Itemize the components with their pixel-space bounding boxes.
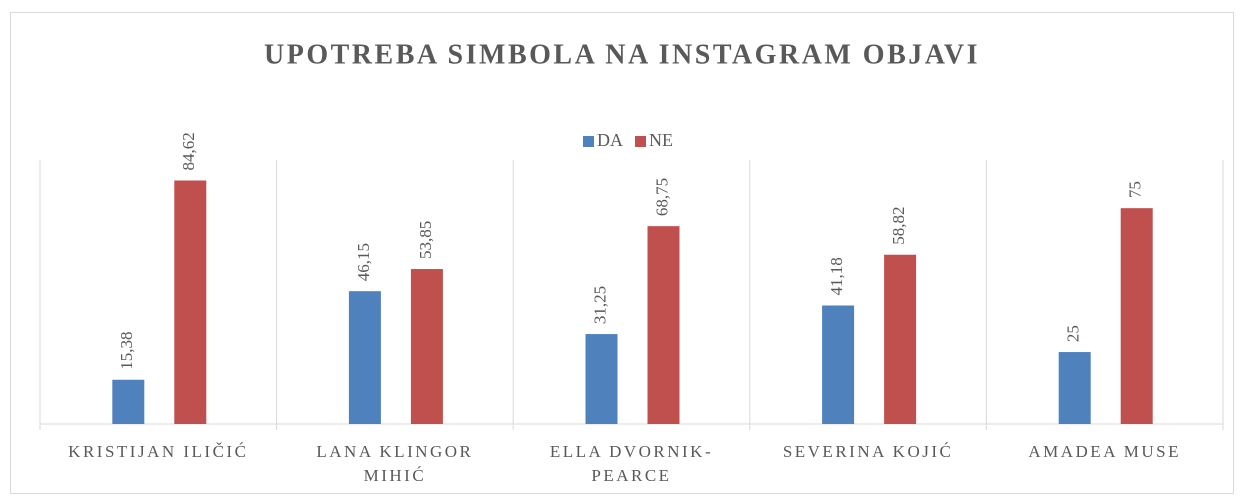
x-tick-label-box: LANA KLINGOR MIHIĆ: [316, 442, 474, 485]
legend-label: DA: [597, 130, 623, 150]
bar: [822, 305, 855, 424]
x-tick-label: AMADEA MUSE: [1028, 442, 1182, 461]
legend-swatch: [635, 136, 646, 147]
bar: [1058, 352, 1091, 424]
data-label: 41,18: [827, 257, 846, 295]
bar: [410, 269, 443, 424]
bar: [585, 334, 618, 424]
x-tick-label-box: SEVERINA KOJIĆ: [782, 442, 954, 461]
x-tick-label-box: ELLA DVORNIK-PEARCE: [549, 442, 714, 485]
chart-border: [10, 12, 1234, 494]
data-label: 15,38: [117, 331, 136, 369]
bar: [884, 254, 917, 424]
x-tick-label: LANA KLINGOR MIHIĆ: [316, 442, 474, 485]
bar: [348, 291, 381, 424]
data-label: 68,75: [652, 178, 671, 216]
bar: [112, 379, 145, 424]
bar: [174, 180, 207, 424]
x-tick-label: SEVERINA KOJIĆ: [782, 442, 954, 461]
data-label: 53,85: [416, 221, 435, 259]
x-tick-label-box: KRISTIJAN ILIČIĆ: [68, 442, 249, 461]
legend-label: NE: [649, 130, 673, 150]
x-tick-label: ELLA DVORNIK-PEARCE: [549, 442, 714, 485]
data-label: 58,82: [889, 206, 908, 244]
bar: [1120, 208, 1153, 424]
data-label: 25: [1064, 325, 1083, 342]
data-label: 75: [1126, 181, 1145, 198]
x-tick-label: KRISTIJAN ILIČIĆ: [68, 442, 249, 461]
chart-title: UPOTREBA SIMBOLA NA INSTAGRAM OBJAVI: [264, 39, 980, 70]
data-label: 46,15: [354, 243, 373, 281]
bar: [647, 226, 680, 424]
x-tick-label-box: AMADEA MUSE: [1028, 442, 1182, 461]
data-label: 31,25: [590, 286, 609, 324]
legend-swatch: [583, 136, 594, 147]
data-label: 84,62: [179, 132, 198, 170]
